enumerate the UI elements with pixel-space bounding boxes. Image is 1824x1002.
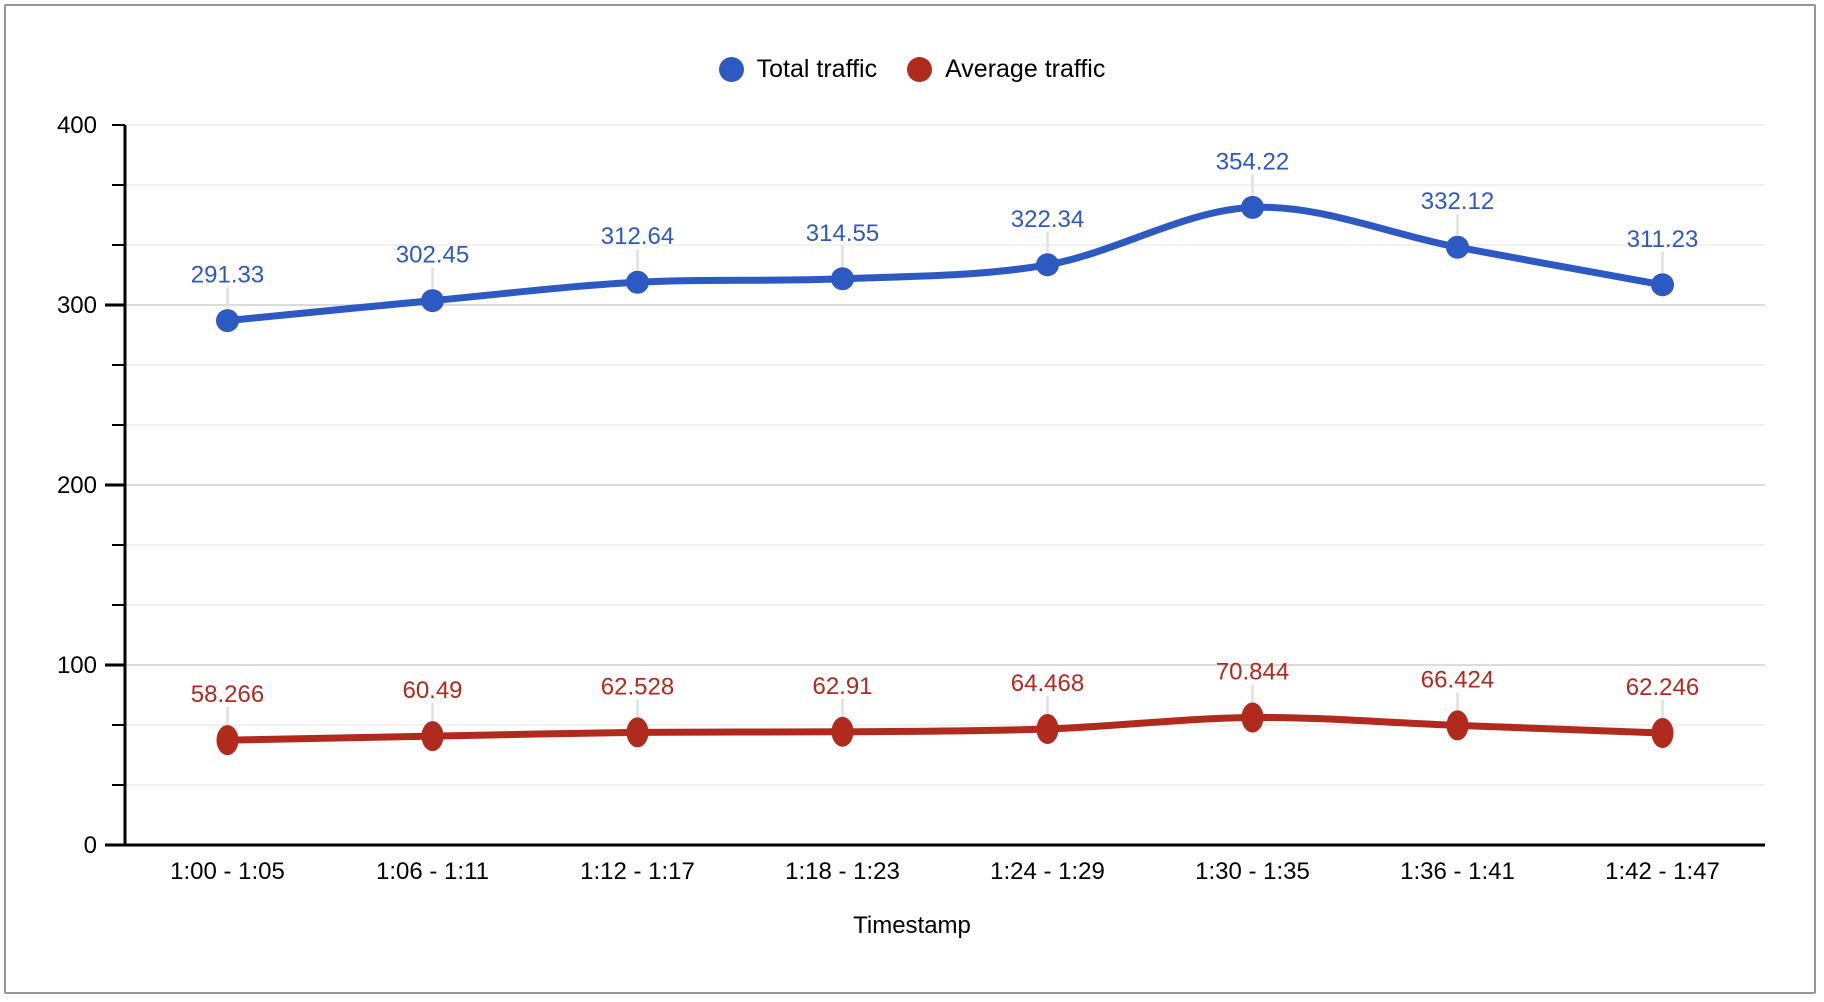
point-marker-total-traffic-3[interactable] [831, 267, 854, 291]
point-marker-average-traffic-7[interactable] [1651, 718, 1674, 748]
x-category-label: 1:18 - 1:23 [785, 858, 900, 885]
legend-item-total-traffic[interactable]: Total traffic [718, 55, 878, 84]
point-value-label: 60.49 [402, 677, 462, 704]
point-value-label: 58.266 [191, 681, 264, 708]
point-marker-total-traffic-1[interactable] [421, 289, 444, 313]
point-marker-average-traffic-3[interactable] [831, 716, 854, 747]
series-line-total-traffic [224, 203, 1666, 325]
x-category-label: 1:42 - 1:47 [1605, 858, 1720, 885]
point-marker-total-traffic-5[interactable] [1241, 195, 1264, 219]
point-value-label: 312.64 [601, 223, 674, 250]
chart-frame [4, 4, 1816, 994]
point-value-label: 64.468 [1011, 670, 1084, 697]
x-category-label: 1:36 - 1:41 [1400, 858, 1515, 885]
x-category-label: 1:30 - 1:35 [1195, 858, 1310, 885]
point-value-label: 66.424 [1421, 666, 1494, 693]
legend-marker-total-traffic-icon [718, 57, 744, 82]
series-line-average-traffic [224, 713, 1666, 744]
point-value-label: 354.22 [1216, 148, 1289, 175]
point-marker-total-traffic-0[interactable] [216, 309, 239, 333]
point-value-label: 62.91 [812, 673, 872, 700]
point-marker-average-traffic-4[interactable] [1036, 714, 1059, 744]
point-value-label: 70.844 [1216, 659, 1289, 686]
y-tick-label: 0 [84, 832, 97, 859]
point-value-label: 291.33 [191, 262, 264, 289]
y-tick-label: 100 [57, 652, 97, 679]
point-marker-average-traffic-6[interactable] [1446, 710, 1469, 741]
point-marker-total-traffic-4[interactable] [1036, 253, 1059, 277]
point-marker-average-traffic-5[interactable] [1241, 702, 1264, 733]
legend: Total traffic Average traffic [0, 55, 1824, 84]
legend-item-average-traffic[interactable]: Average traffic [907, 55, 1105, 84]
point-marker-average-traffic-1[interactable] [421, 721, 444, 752]
x-category-label: 1:00 - 1:05 [170, 858, 285, 885]
point-marker-total-traffic-7[interactable] [1651, 273, 1674, 297]
x-category-label: 1:12 - 1:17 [580, 858, 695, 885]
x-axis-title: Timestamp [853, 912, 971, 939]
point-value-label: 311.23 [1627, 226, 1699, 253]
x-category-label: 1:06 - 1:11 [376, 858, 489, 885]
point-value-label: 302.45 [396, 242, 469, 269]
legend-marker-average-traffic-icon [907, 57, 933, 82]
point-marker-total-traffic-6[interactable] [1446, 235, 1469, 259]
y-tick-label: 300 [57, 292, 97, 319]
y-tick-label: 400 [57, 112, 97, 139]
legend-label-total-traffic: Total traffic [756, 55, 878, 83]
point-value-label: 322.34 [1011, 206, 1084, 233]
point-marker-total-traffic-2[interactable] [626, 270, 649, 294]
x-category-label: 1:24 - 1:29 [990, 858, 1105, 885]
point-value-label: 62.246 [1626, 674, 1699, 701]
y-tick-label: 200 [57, 472, 97, 499]
point-value-label: 314.55 [806, 220, 879, 247]
point-value-label: 332.12 [1421, 188, 1494, 215]
point-value-label: 62.528 [601, 673, 674, 700]
point-marker-average-traffic-2[interactable] [626, 717, 649, 748]
point-marker-average-traffic-0[interactable] [216, 725, 239, 756]
legend-label-average-traffic: Average traffic [945, 55, 1106, 83]
